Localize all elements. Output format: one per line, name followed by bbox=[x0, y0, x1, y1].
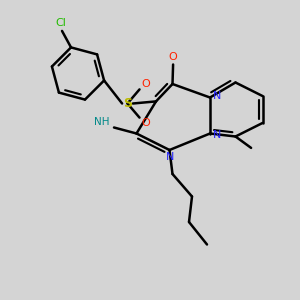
Text: S: S bbox=[123, 97, 132, 110]
Text: O: O bbox=[169, 52, 178, 62]
Text: O: O bbox=[141, 79, 150, 89]
Text: NH: NH bbox=[94, 117, 110, 127]
Text: N: N bbox=[213, 130, 222, 140]
Text: N: N bbox=[213, 91, 222, 101]
Text: Cl: Cl bbox=[55, 17, 66, 28]
Text: N: N bbox=[166, 152, 174, 163]
Text: O: O bbox=[141, 118, 150, 128]
